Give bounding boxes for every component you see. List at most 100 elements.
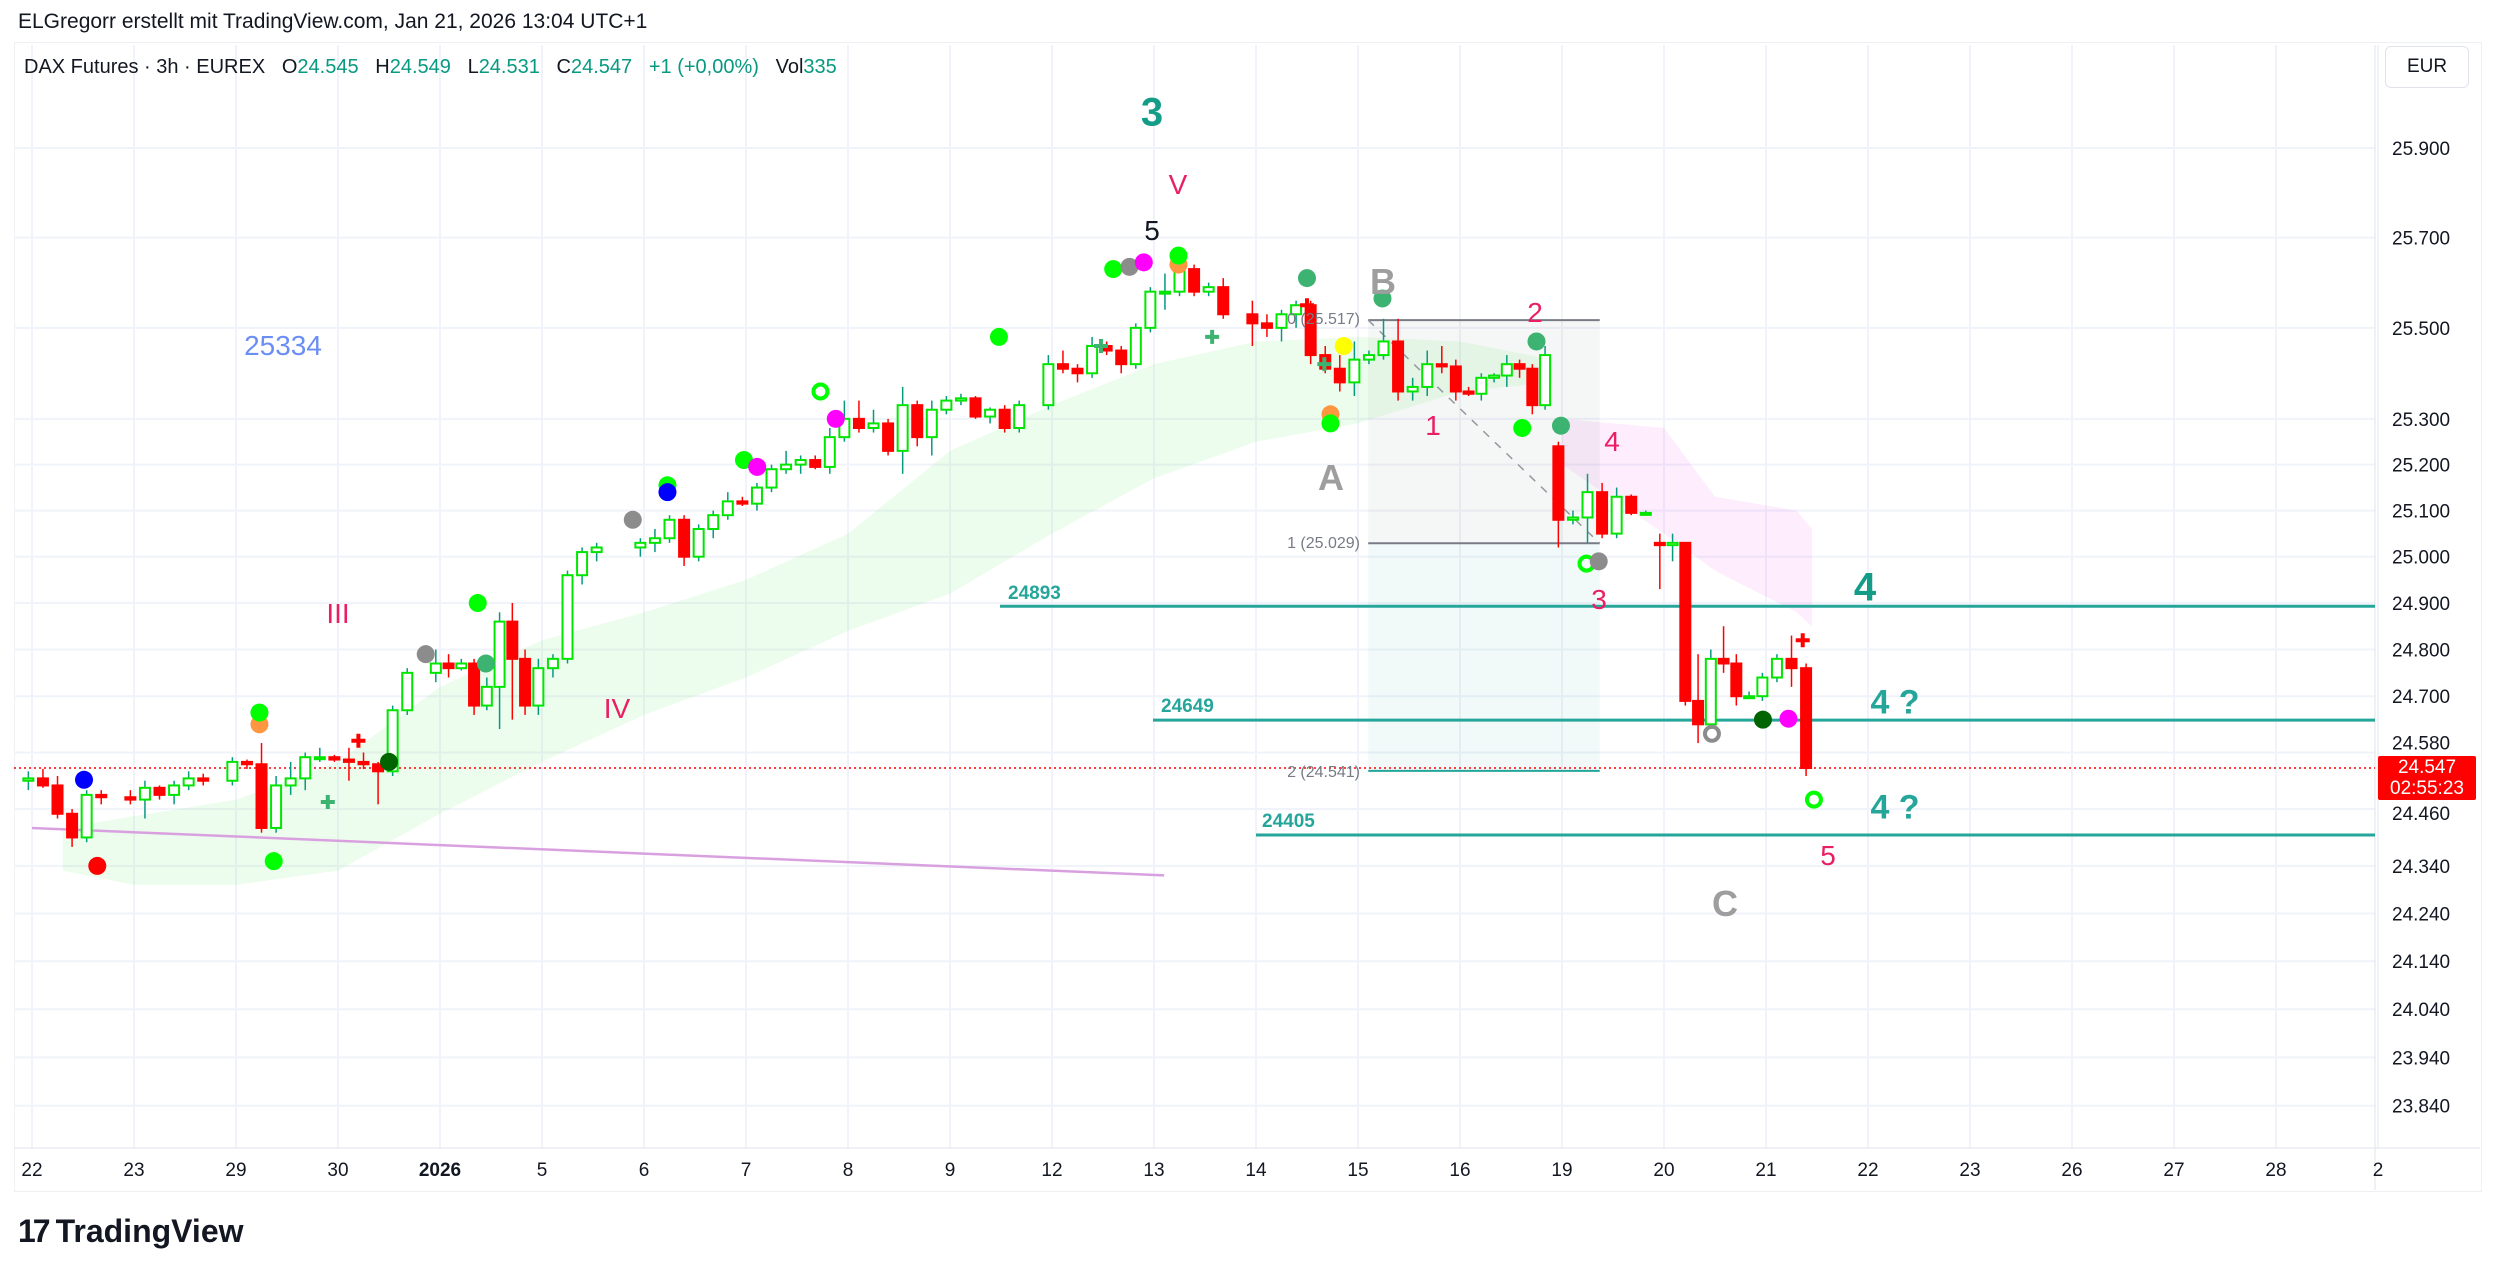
signal-dot-marker [468, 594, 487, 613]
fib-trend-line[interactable] [1367, 319, 1601, 544]
time-tick-label: 15 [1347, 1160, 1368, 1181]
time-tick-label: 13 [1143, 1160, 1164, 1181]
time-tick-label: 22 [21, 1160, 42, 1181]
time-tick-label: 6 [639, 1160, 650, 1181]
candle [1202, 286, 1215, 293]
candle [1071, 367, 1084, 375]
cross-marker-icon [1795, 633, 1810, 648]
candle [1639, 511, 1652, 516]
signal-dot-marker [826, 409, 845, 428]
candle [911, 404, 924, 439]
price-tick-label: 24.340 [2392, 857, 2450, 878]
candle [852, 417, 865, 429]
candle [882, 422, 895, 452]
signal-dot-marker [1513, 418, 1532, 437]
time-tick-label: 21 [1755, 1160, 1776, 1181]
candle [386, 709, 399, 773]
wave-label-3-major: 3 [1140, 90, 1164, 135]
price-tick-label: 25.300 [2392, 410, 2450, 431]
signal-dot-marker [476, 654, 495, 673]
time-tick-label: 14 [1245, 1160, 1267, 1181]
low-label: L [467, 56, 479, 78]
candle [1435, 363, 1448, 368]
time-tick-label: 2026 [419, 1160, 461, 1181]
trendline[interactable] [31, 826, 1165, 877]
indicator-clouds [31, 336, 1812, 885]
time-tick-label: 23 [123, 1160, 144, 1181]
signal-dot-marker [734, 451, 753, 470]
candle [1692, 699, 1705, 726]
candle [1260, 322, 1273, 329]
signal-dot-marker [1527, 332, 1546, 351]
candle [1800, 667, 1813, 770]
candle [357, 760, 370, 766]
candle [1679, 541, 1692, 702]
publisher-credit: ELGregorr erstellt mit TradingView.com, … [18, 10, 648, 33]
time-tick-label: 8 [843, 1160, 854, 1181]
time-axis[interactable]: 22 23 29 30 2026 5 6 7 8 9 12 13 14 15 16 19 20 21 22 23 26 2… [21, 1160, 2383, 1181]
time-tick-label: 7 [741, 1160, 752, 1181]
signal-dot-marker [1134, 253, 1153, 272]
candle [590, 546, 603, 554]
candle [284, 777, 297, 787]
candle [1625, 495, 1638, 514]
signal-dot-marker [380, 752, 398, 771]
signal-dot-marker [623, 510, 642, 529]
time-tick-label: 9 [945, 1160, 956, 1181]
price-tick-label: 25.200 [2392, 456, 2450, 477]
price-tick-label: 24.240 [2392, 904, 2450, 925]
price-axis[interactable]: 25.900 25.700 25.500 25.300 25.200 25.100 25.0… [2392, 139, 2450, 1118]
time-tick-label: 12 [1041, 1160, 1062, 1181]
tradingview-logo[interactable]: 17 TradingView [18, 1213, 244, 1250]
signal-dot-marker [1589, 552, 1608, 571]
time-tick-label: 22 [1857, 1160, 1878, 1181]
close-label: C [556, 56, 571, 78]
candle [1406, 385, 1419, 393]
note-25334: 25334 [244, 330, 322, 361]
time-tick-label: 19 [1551, 1160, 1572, 1181]
candle [1275, 313, 1288, 329]
price-tick-label: 23.840 [2392, 1097, 2450, 1118]
time-tick-label: 5 [537, 1160, 548, 1181]
signal-dot-marker [1298, 269, 1316, 288]
level-label-24893: 24893 [1008, 583, 1061, 604]
currency-button[interactable]: EUR [2385, 46, 2469, 88]
candle [36, 777, 49, 787]
candle [22, 777, 35, 782]
price-tick-label: 24.040 [2392, 1000, 2450, 1021]
candle [138, 786, 151, 801]
signal-dot-marker [1321, 414, 1340, 433]
signal-ring-marker [811, 382, 830, 401]
candle [1704, 657, 1717, 726]
candle [940, 399, 953, 411]
candle [1115, 349, 1128, 366]
candle [1666, 541, 1679, 547]
candle [506, 620, 519, 660]
close-value: 24.547 [570, 56, 633, 78]
fib-label-1: 1 (25.029) [1287, 535, 1360, 552]
candle [1086, 345, 1099, 375]
support-cloud [62, 336, 1552, 885]
candle [197, 777, 210, 782]
time-tick-label: 30 [327, 1160, 348, 1181]
fib-label-0: 0 (25.517) [1287, 311, 1360, 328]
candle [1377, 340, 1390, 357]
price-tick-label: 25.700 [2392, 229, 2450, 250]
signal-dot-marker [1169, 246, 1188, 265]
candle [576, 551, 589, 577]
signal-dot-marker [264, 852, 283, 871]
signal-dot-marker [1779, 709, 1798, 728]
candle [823, 436, 836, 468]
symbol-title[interactable]: DAX Futures · 3h · EUREX [24, 56, 266, 78]
candle [663, 518, 676, 540]
candle [240, 760, 253, 766]
candle [1246, 313, 1259, 325]
candle [153, 786, 166, 796]
candle [1730, 662, 1743, 698]
candle [1129, 326, 1142, 366]
candle [969, 397, 982, 418]
price-tick-label: 24.140 [2392, 952, 2450, 973]
tradingview-logo-text: TradingView [55, 1213, 244, 1249]
candle [270, 784, 283, 829]
